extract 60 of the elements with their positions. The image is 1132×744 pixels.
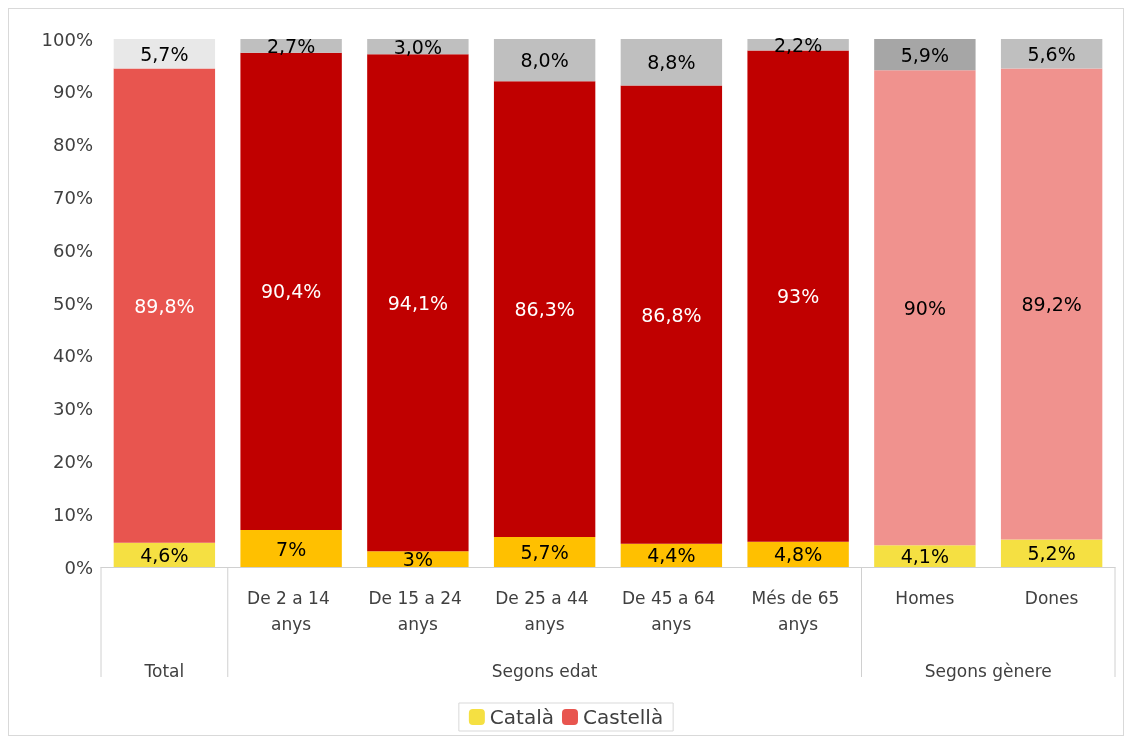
y-tick-label: 10% bbox=[52, 503, 93, 525]
bar bbox=[1000, 39, 1103, 69]
bar bbox=[620, 85, 723, 544]
x-tick-label: De 2 a 14 anys bbox=[247, 588, 336, 634]
bar bbox=[113, 68, 216, 543]
y-tick-label: 50% bbox=[52, 292, 93, 314]
legend-label: Castellà bbox=[582, 705, 664, 729]
x-tick-label: Dones bbox=[1024, 588, 1079, 608]
y-tick-label: 30% bbox=[52, 398, 93, 420]
x-tick-label: De 25 a 44 anys bbox=[495, 588, 595, 634]
x-tick-label: Més de 65 anys bbox=[751, 588, 845, 634]
data-label: 89,2% bbox=[1021, 293, 1082, 316]
text: Segons edat bbox=[491, 660, 598, 681]
bar bbox=[620, 39, 723, 86]
data-label: 4,4% bbox=[647, 544, 696, 567]
data-label: 86,8% bbox=[641, 303, 702, 326]
data-label: 5,7% bbox=[140, 42, 189, 65]
data-label: 2,2% bbox=[773, 33, 823, 56]
x-tick-label: De 15 a 24 anys bbox=[368, 588, 468, 634]
data-label: 4,8% bbox=[773, 543, 823, 566]
y-tick-label: 60% bbox=[52, 239, 93, 261]
y-tick-label: 70% bbox=[52, 186, 93, 208]
data-label: 5,7% bbox=[520, 540, 569, 563]
bar bbox=[874, 39, 976, 71]
data-label: 90% bbox=[903, 296, 946, 319]
x-tick-label: Homes bbox=[895, 588, 955, 608]
text: Segons gènere bbox=[924, 660, 1052, 681]
y-tick-label: 20% bbox=[52, 450, 93, 472]
data-label: 7% bbox=[276, 537, 307, 560]
data-label: 3,0% bbox=[393, 35, 443, 58]
bar bbox=[1000, 68, 1103, 540]
bar bbox=[113, 39, 216, 69]
data-label: 4,1% bbox=[900, 545, 950, 568]
data-label: 5,6% bbox=[1027, 42, 1076, 65]
data-label: 2,7% bbox=[266, 34, 316, 57]
data-label: 4,6% bbox=[140, 543, 189, 566]
bar bbox=[493, 81, 596, 537]
y-tick-label: 100% bbox=[41, 28, 93, 50]
data-label: 8,0% bbox=[520, 49, 569, 72]
data-label: 86,3% bbox=[514, 298, 575, 321]
data-label: 93% bbox=[777, 285, 820, 308]
bar bbox=[493, 39, 596, 82]
data-label: 94,1% bbox=[387, 291, 449, 314]
bar bbox=[240, 530, 342, 567]
legend-label: Català bbox=[489, 705, 554, 729]
data-label: 90,4% bbox=[260, 280, 322, 303]
text: Total bbox=[143, 660, 185, 681]
bar bbox=[493, 536, 596, 567]
data-label: 8,8% bbox=[647, 51, 696, 74]
bar bbox=[874, 70, 976, 546]
bar bbox=[367, 54, 469, 552]
y-tick-label: 80% bbox=[52, 134, 93, 156]
y-tick-label: 40% bbox=[52, 345, 93, 367]
y-tick-label: 0% bbox=[64, 556, 93, 578]
data-label: 89,8% bbox=[134, 294, 195, 317]
data-label: 3% bbox=[402, 548, 433, 571]
x-tick-label: De 45 a 64 anys bbox=[621, 588, 721, 634]
data-label: 5,9% bbox=[900, 43, 950, 66]
data-label: 5,2% bbox=[1027, 542, 1076, 565]
y-tick-label: 90% bbox=[52, 81, 93, 103]
